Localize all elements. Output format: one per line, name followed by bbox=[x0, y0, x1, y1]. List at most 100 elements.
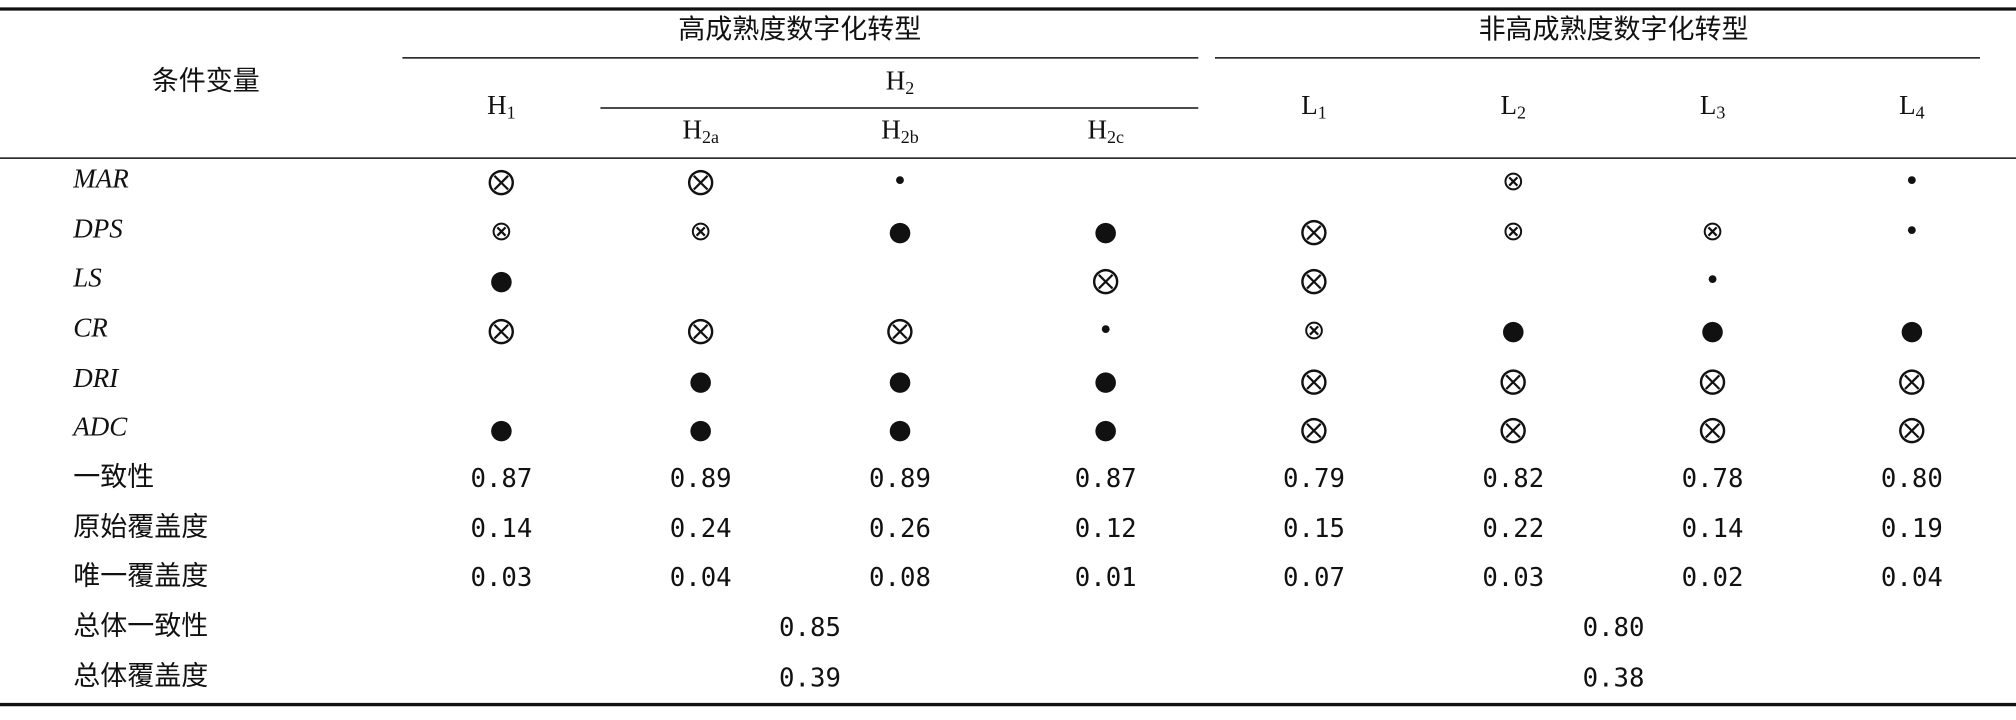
column-header-main: L bbox=[1700, 90, 1717, 120]
condition-symbol: ⊗ bbox=[1303, 315, 1326, 346]
summary-label: 总体覆盖度 bbox=[73, 661, 208, 691]
row-label: 一致性 bbox=[73, 462, 154, 492]
condition-symbol: ⊗ bbox=[689, 216, 712, 247]
cell-value: 0.22 bbox=[1482, 514, 1544, 544]
cell-value: 0.19 bbox=[1881, 514, 1943, 544]
column-header-sub: 2a bbox=[702, 127, 719, 147]
condition-symbol: ● bbox=[1094, 365, 1118, 396]
row-label: ADC bbox=[71, 412, 128, 442]
condition-symbol: ⨂ bbox=[488, 315, 515, 346]
cell-value: 0.80 bbox=[1881, 464, 1943, 494]
condition-symbol: ⨂ bbox=[1092, 265, 1119, 296]
row-label: MAR bbox=[72, 163, 129, 193]
cell-value: 0.24 bbox=[670, 514, 732, 544]
cell-value: 0.87 bbox=[470, 464, 532, 494]
column-header-sub: 3 bbox=[1716, 103, 1725, 123]
row-label: CR bbox=[73, 313, 108, 343]
condition-symbol: ⊗ bbox=[1701, 216, 1724, 247]
cell-value: 0.03 bbox=[1482, 563, 1544, 593]
cell-value: 0.03 bbox=[470, 563, 532, 593]
cell-value: 0.79 bbox=[1283, 464, 1345, 494]
cell-value: 0.01 bbox=[1075, 563, 1137, 593]
column-header-main: L bbox=[1501, 90, 1518, 120]
condition-symbol: ⨂ bbox=[1301, 216, 1328, 247]
condition-symbol: • bbox=[1705, 265, 1721, 296]
condition-symbol: ⨂ bbox=[687, 166, 714, 197]
condition-symbol: ● bbox=[1502, 315, 1526, 346]
condition-symbol: ● bbox=[1094, 414, 1118, 445]
column-header: L2 bbox=[1501, 90, 1527, 122]
cell-value: 0.89 bbox=[869, 464, 931, 494]
condition-symbol: ⨂ bbox=[1898, 414, 1925, 445]
group-header: 高成熟度数字化转型 bbox=[678, 14, 921, 44]
cell-value: 0.87 bbox=[1075, 464, 1137, 494]
condition-symbol: ⨂ bbox=[1699, 365, 1726, 396]
cell-value: 0.15 bbox=[1283, 514, 1345, 544]
condition-symbol: ● bbox=[490, 414, 514, 445]
row-label: 原始覆盖度 bbox=[73, 512, 208, 542]
column-header: L4 bbox=[1899, 90, 1925, 122]
condition-symbol: ⨂ bbox=[488, 166, 515, 197]
cell-value: 0.78 bbox=[1682, 464, 1744, 494]
condition-symbol: ● bbox=[888, 365, 912, 396]
group-header: 非高成熟度数字化转型 bbox=[1479, 14, 1749, 44]
condition-symbol: • bbox=[892, 166, 908, 197]
column-header: H2c bbox=[1087, 115, 1124, 147]
condition-symbol: ⨂ bbox=[1898, 365, 1925, 396]
condition-symbol: ● bbox=[888, 216, 912, 247]
cell-value: 0.04 bbox=[1881, 563, 1943, 593]
column-header-main: H bbox=[682, 115, 702, 145]
condition-symbol: ⊗ bbox=[1502, 216, 1525, 247]
summary-label: 总体一致性 bbox=[73, 611, 208, 641]
column-header: H1 bbox=[487, 90, 516, 122]
cell-value: 0.02 bbox=[1682, 563, 1744, 593]
condition-symbol: ⨂ bbox=[1301, 265, 1328, 296]
cell-value: 0.82 bbox=[1482, 464, 1544, 494]
column-header: L1 bbox=[1301, 90, 1327, 122]
cell-value: 0.89 bbox=[670, 464, 732, 494]
condition-symbol: ● bbox=[1701, 315, 1725, 346]
column-header-main: H bbox=[487, 90, 506, 120]
cell-value: 0.12 bbox=[1075, 514, 1137, 544]
condition-symbol: • bbox=[1098, 315, 1114, 346]
cell-value: 0.07 bbox=[1283, 563, 1345, 593]
row-label: DRI bbox=[72, 363, 120, 393]
cell-value: 0.08 bbox=[869, 563, 931, 593]
condition-symbol: ● bbox=[1900, 315, 1924, 346]
column-header-sub: 2 bbox=[1517, 103, 1526, 123]
cell-value: 0.14 bbox=[470, 514, 532, 544]
column-header: H2a bbox=[682, 115, 719, 147]
column-header-main: L bbox=[1301, 90, 1318, 120]
column-header-sub: 2c bbox=[1107, 127, 1124, 147]
cell-value: 0.04 bbox=[670, 563, 732, 593]
condition-symbol: ⨂ bbox=[687, 315, 714, 346]
column-header-sub: 2b bbox=[901, 127, 919, 147]
column-header-sub: 1 bbox=[1318, 103, 1327, 123]
subgroup-header: H2 bbox=[886, 66, 915, 98]
condition-symbol: ⊗ bbox=[1502, 166, 1525, 197]
column-header-sub: 4 bbox=[1916, 103, 1925, 123]
condition-symbol: ● bbox=[490, 265, 514, 296]
condition-symbol: ⨂ bbox=[887, 315, 914, 346]
condition-symbol: ⨂ bbox=[1301, 414, 1328, 445]
cell-value: 0.14 bbox=[1682, 514, 1744, 544]
summary-value: 0.85 bbox=[779, 613, 841, 643]
row-label: 唯一覆盖度 bbox=[73, 561, 208, 591]
stub-header: 条件变量 bbox=[152, 66, 260, 96]
cell-value: 0.26 bbox=[869, 514, 931, 544]
condition-symbol: ● bbox=[1094, 216, 1118, 247]
row-label: DPS bbox=[72, 214, 123, 244]
column-header-main: H bbox=[881, 115, 901, 145]
condition-symbol: • bbox=[1904, 216, 1920, 247]
row-label: LS bbox=[72, 262, 102, 292]
column-header-sub: 1 bbox=[507, 103, 516, 123]
condition-symbol: • bbox=[1904, 166, 1920, 197]
condition-symbol: ● bbox=[689, 414, 713, 445]
condition-symbol: ⨂ bbox=[1301, 365, 1328, 396]
summary-value: 0.38 bbox=[1583, 663, 1645, 693]
condition-symbol: ⨂ bbox=[1699, 414, 1726, 445]
condition-symbol: ● bbox=[689, 365, 713, 396]
condition-symbol: ⨂ bbox=[1500, 365, 1527, 396]
